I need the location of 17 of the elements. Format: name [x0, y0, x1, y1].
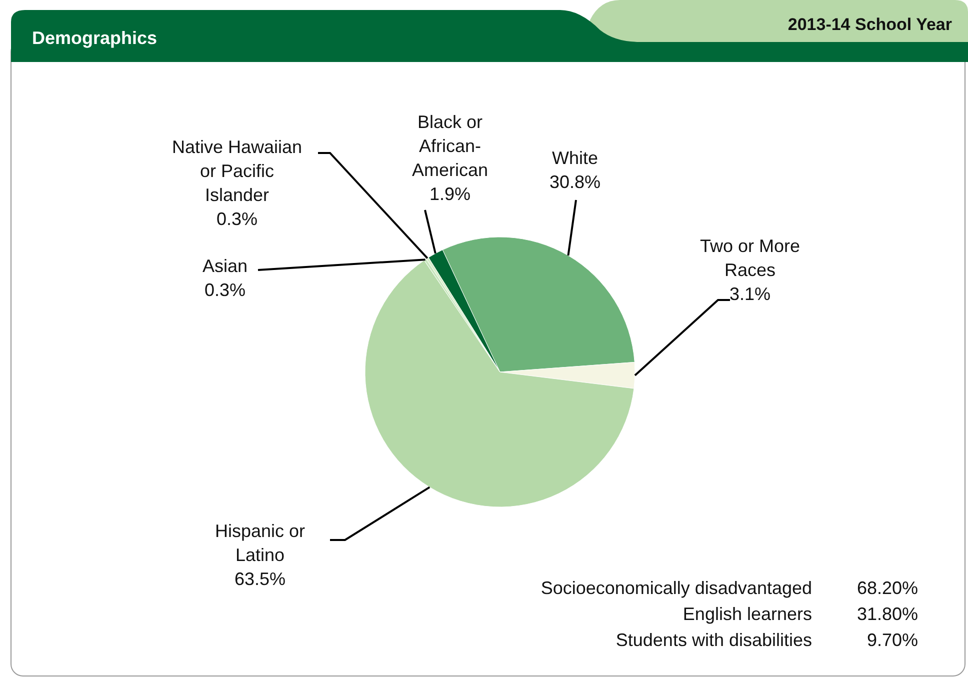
data-label: 63.5%	[234, 569, 286, 589]
data-label: 3.1%	[729, 284, 771, 304]
data-label: 0.3%	[216, 209, 258, 229]
slice-label: Black or African-American	[412, 112, 488, 180]
text: English learners 31.80%	[682, 604, 918, 624]
slice-label: Native Hawaiian or Pacific Islander	[172, 137, 302, 205]
text: Socioeconomically disadvantaged 68.20%	[540, 578, 918, 598]
slice-label: Two or More Races	[700, 236, 800, 280]
slice-label: White	[552, 148, 598, 168]
data-label: 1.9%	[429, 184, 471, 204]
slice-label: Hispanic or Latino	[214, 521, 306, 565]
text: Students with disabilities 9.70%	[616, 630, 918, 650]
data-label: 0.3%	[204, 280, 246, 300]
text: 2013-14 School Year	[788, 15, 952, 34]
chart-title: Demographics	[32, 28, 158, 48]
slice-label: Asian	[202, 256, 248, 276]
data-label: 30.8%	[549, 172, 601, 192]
